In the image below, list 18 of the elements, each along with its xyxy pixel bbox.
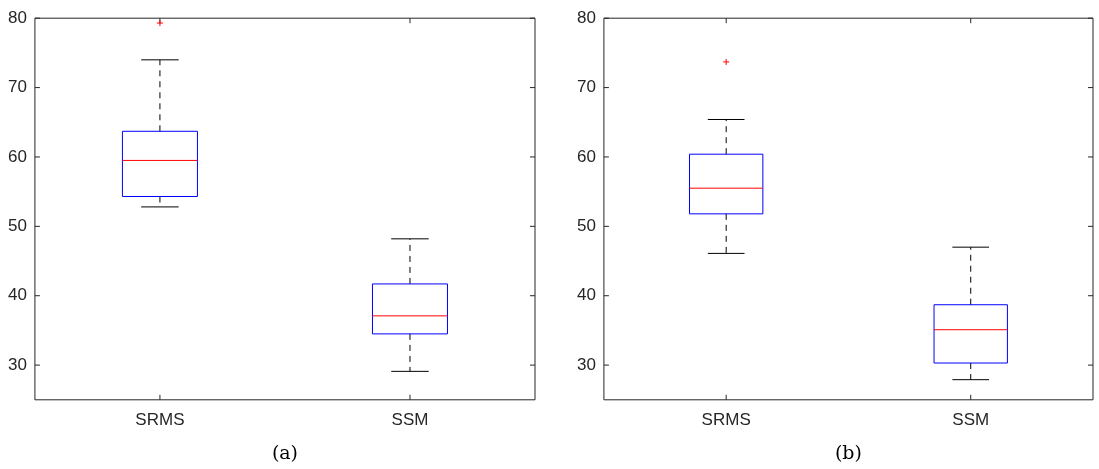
y-tick-label: 40 (7, 285, 27, 305)
y-tick-label: 60 (576, 146, 596, 166)
y-tick-label: 80 (576, 7, 596, 27)
x-tick-label: SSM (391, 409, 429, 429)
y-tick-label: 30 (7, 354, 27, 374)
x-axis-title: (b) (834, 440, 862, 463)
x-tick-label: SSM (952, 409, 990, 429)
y-tick-label: 40 (576, 285, 596, 305)
y-tick-label: 30 (576, 354, 596, 374)
x-tick-label: SRMS (701, 409, 751, 429)
x-tick-label: SRMS (135, 409, 185, 429)
y-tick-label: 50 (7, 216, 27, 236)
y-tick-label: 60 (7, 146, 27, 166)
y-tick-label: 80 (7, 7, 27, 27)
y-tick-label: 70 (576, 77, 596, 97)
y-tick-label: 70 (7, 77, 27, 97)
x-axis-title: (a) (271, 440, 299, 463)
y-tick-label: 50 (576, 216, 596, 236)
